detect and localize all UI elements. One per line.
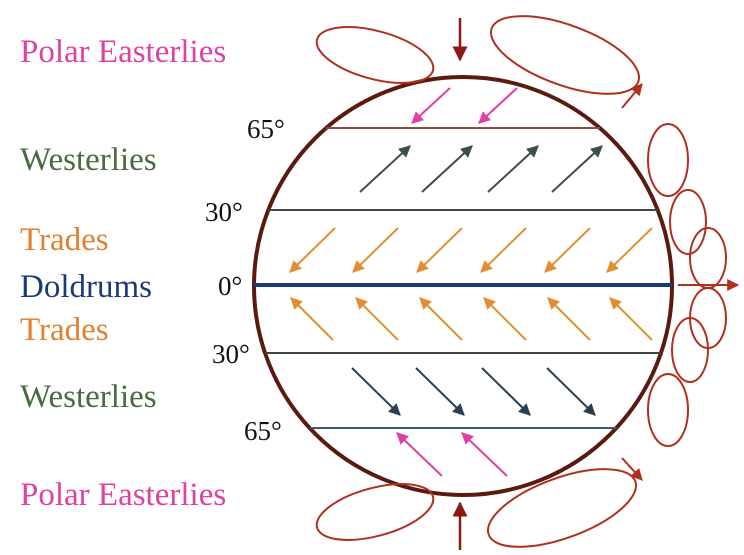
arrow	[548, 298, 590, 340]
arrow	[622, 84, 642, 108]
loop	[670, 190, 706, 254]
loop	[481, 0, 648, 110]
arrow	[397, 433, 442, 476]
latitude-label: 30°	[212, 339, 250, 369]
arrow	[416, 368, 464, 415]
arrow	[545, 228, 590, 272]
arrow	[479, 88, 517, 123]
loop	[311, 473, 439, 550]
belt-label: Polar Easterlies	[20, 34, 226, 70]
arrow	[290, 228, 335, 272]
arrow	[420, 298, 462, 340]
arrow	[291, 298, 333, 340]
latitude-label: 65°	[244, 416, 282, 446]
loop	[690, 228, 726, 288]
loop	[648, 124, 688, 196]
arrow	[412, 88, 450, 123]
belt-label: Trades	[20, 312, 109, 348]
arrow	[356, 298, 398, 340]
arrow	[417, 228, 462, 272]
loop	[690, 288, 726, 348]
arrow	[462, 433, 507, 476]
wind-diagram: Polar Easterlies Westerlies Trades Doldr…	[0, 0, 744, 555]
latitude-label: 65°	[247, 114, 285, 144]
loop	[648, 374, 688, 446]
arrow	[482, 368, 530, 415]
arrow	[607, 228, 652, 272]
arrow	[481, 228, 526, 272]
arrow	[488, 146, 538, 192]
arrow	[610, 298, 652, 340]
arrow	[352, 368, 400, 415]
latitude-lines	[254, 128, 672, 428]
arrow	[422, 146, 472, 192]
arrow	[360, 146, 410, 192]
belt-label: Trades	[20, 222, 109, 258]
latitude-label: 30°	[205, 197, 243, 227]
belt-label: Doldrums	[20, 269, 152, 305]
latitude-label: 0°	[218, 271, 242, 301]
belt-label: Westerlies	[20, 142, 157, 178]
arrow	[484, 298, 526, 340]
arrow	[547, 368, 595, 415]
belt-label: Polar Easterlies	[20, 477, 226, 513]
arrow	[552, 146, 602, 192]
belt-label: Westerlies	[20, 379, 157, 415]
arrow	[353, 228, 398, 272]
